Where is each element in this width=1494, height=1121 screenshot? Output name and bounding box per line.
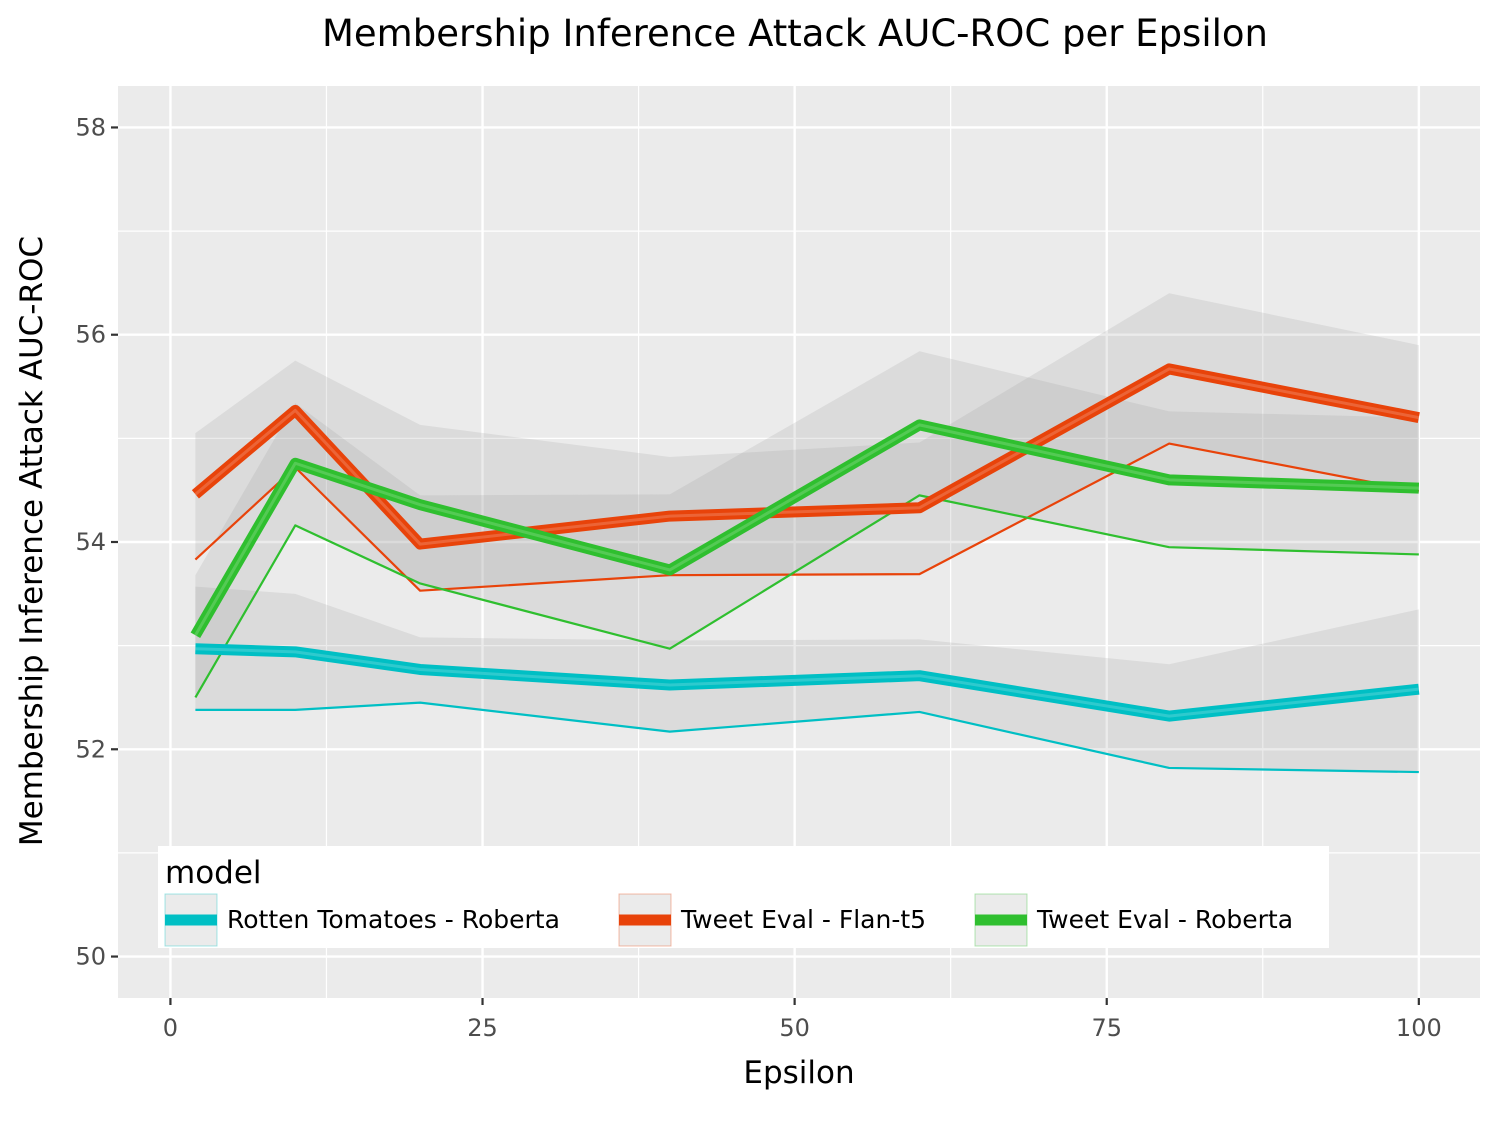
x-axis: 0 25 50 75 100 xyxy=(163,998,1442,1042)
y-axis: 50 52 54 56 58 xyxy=(75,113,118,971)
chart-title: Membership Inference Attack AUC-ROC per … xyxy=(322,12,1268,55)
band-series-1 xyxy=(195,293,1419,591)
line-min-series-0 xyxy=(195,701,1419,774)
y-tick-label: 58 xyxy=(75,113,106,141)
line-mean-series-2 xyxy=(190,419,1420,639)
band-series-2 xyxy=(195,351,1419,698)
legend-label: Rotten Tomatoes - Roberta xyxy=(227,905,560,934)
series-lines xyxy=(190,363,1420,774)
line-mean-series-1 xyxy=(191,363,1420,550)
y-tick-label: 54 xyxy=(75,528,106,556)
x-tick-label: 75 xyxy=(1091,1014,1122,1042)
line-mean-highlight-2 xyxy=(194,423,1419,637)
y-axis-title: Membership Inference Attack AUC-ROC xyxy=(14,236,50,846)
y-tick-label: 52 xyxy=(75,735,106,763)
legend: model Rotten Tomatoes - Roberta Tweet Eva… xyxy=(158,846,1329,948)
legend-title: model xyxy=(165,855,262,891)
x-tick-label: 50 xyxy=(779,1014,810,1042)
x-tick-label: 0 xyxy=(163,1014,178,1042)
x-tick-label: 25 xyxy=(467,1014,498,1042)
y-tick-label: 50 xyxy=(75,943,106,971)
y-tick-label: 56 xyxy=(75,321,106,349)
x-axis-title: Epsilon xyxy=(743,1055,854,1091)
line-mean-highlight-0 xyxy=(195,647,1419,718)
line-mean-series-0 xyxy=(195,643,1420,722)
legend-background xyxy=(158,846,1329,948)
line-min-series-2 xyxy=(194,494,1419,699)
line-mean-highlight-1 xyxy=(194,367,1420,546)
legend-label: Tweet Eval - Flan-t5 xyxy=(680,905,926,934)
legend-label: Tweet Eval - Roberta xyxy=(1036,905,1293,934)
x-tick-label: 100 xyxy=(1396,1014,1442,1042)
legend-items: Rotten Tomatoes - Roberta Tweet Eval - Fl… xyxy=(164,893,1293,947)
